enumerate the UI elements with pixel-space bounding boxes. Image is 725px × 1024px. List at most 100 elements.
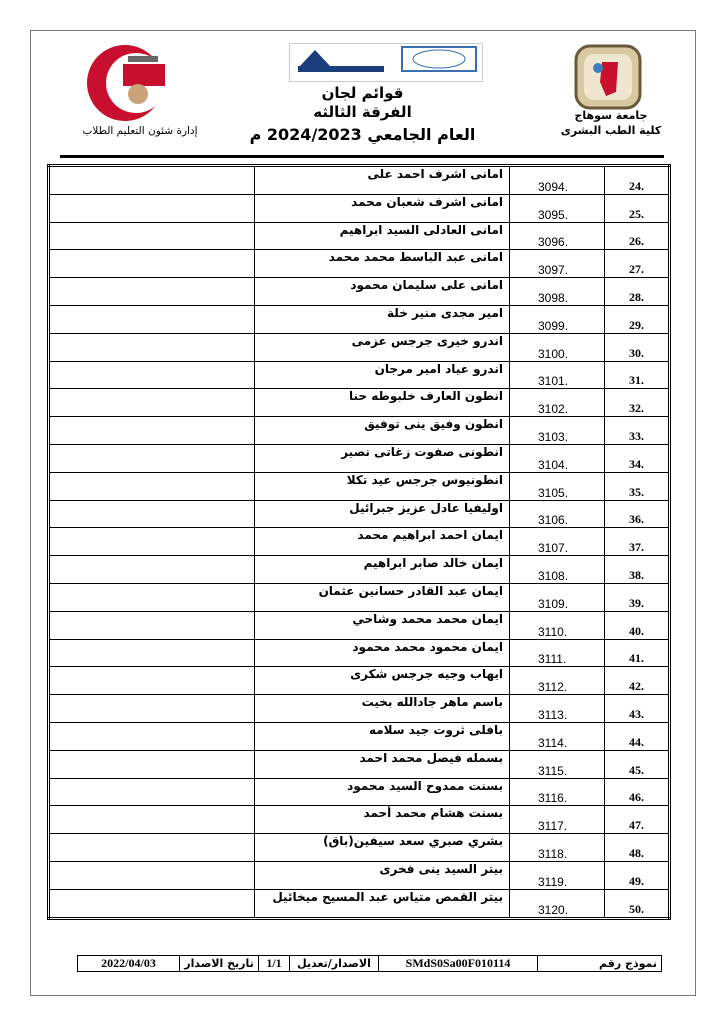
table-row: .48.3118 بشري صبري سعد سيفين(باق) [48,833,670,862]
student-code: .3108 [509,555,605,584]
blank-cell [48,666,255,696]
blank-cell [48,555,255,584]
table-row: .36.3106 اوليفيا عادل عزيز جبرائيل [48,499,670,529]
student-code: .3102 [509,388,605,418]
blank-cell [48,304,255,334]
student-name: اندرو خيرى جرجس عزمى [254,332,510,362]
row-number: .30 [604,332,670,362]
student-name: امانى عبد الباسط محمد محمد [254,249,510,279]
student-code: .3115 [509,749,605,779]
university-name: جامعة سوهاج [574,109,648,122]
table-row: .47.3117 بسنت هشام محمد أحمد [48,805,670,835]
page-border [30,30,696,996]
blank-cell [48,860,255,890]
student-code: .3120 [509,888,605,919]
faculty-name: كلية الطب البشرى [560,124,662,137]
student-name: بشري صبري سعد سيفين(باق) [254,833,510,862]
blank-cell [48,416,255,445]
student-name: ايهاب وجيه جرجس شكرى [254,666,510,696]
row-number: .47 [604,805,670,835]
student-name: انطون العارف خلبوطه حنا [254,388,510,418]
student-name: اندرو عياد امير مرجان [254,360,510,390]
student-code: .3110 [509,610,605,640]
table-row: .49.3119 بيتر السيد ينى فخرى [48,860,670,890]
row-number: .24 [604,165,670,195]
student-code: .3103 [509,416,605,445]
blank-cell [48,499,255,529]
student-name: امانى العادلى السيد ابراهيم [254,221,510,251]
blank-cell [48,193,255,223]
issue-date-label: تاريخ الاصدار [179,955,259,972]
student-name: امانى اشرف شعبان محمد [254,193,510,223]
table-row: .34.3104 انطونى صفوت زغاتى نصير [48,443,670,473]
row-number: .29 [604,304,670,334]
table-row: .41.3111 ايمان محمود محمد محمود [48,638,670,668]
version: 1/1 [258,955,290,972]
table-row: .31.3101 اندرو عياد امير مرجان [48,360,670,390]
row-number: .41 [604,638,670,668]
row-number: .42 [604,666,670,696]
student-name: انطونيوس جرجس عيد تكلا [254,471,510,501]
row-number: .32 [604,388,670,418]
row-number: .45 [604,749,670,779]
student-name: اوليفيا عادل عزيز جبرائيل [254,499,510,529]
blank-cell [48,888,255,919]
row-number: .35 [604,471,670,501]
table-row: .26.3096 امانى العادلى السيد ابراهيم [48,221,670,251]
row-number: .28 [604,277,670,306]
student-name: ايمان محمد محمد وشاحي [254,610,510,640]
blank-cell [48,527,255,557]
student-name: امير مجدى منير خلة [254,304,510,334]
table-row: .27.3097 امانى عبد الباسط محمد محمد [48,249,670,279]
row-number: .44 [604,721,670,751]
student-code: .3094 [509,165,605,195]
blank-cell [48,388,255,418]
blank-cell [48,360,255,390]
student-code: .3109 [509,582,605,612]
student-code: .3105 [509,471,605,501]
student-code: .3106 [509,499,605,529]
academic-year: العام الجامعي 2024/2023 م [249,125,476,144]
year-level: الفرقة الثالثه [313,103,412,121]
row-number: .40 [604,610,670,640]
row-number: .31 [604,360,670,390]
student-name: انطونى صفوت زغاتى نصير [254,443,510,473]
form-number: SMdS0Sa00F010114 [378,955,538,972]
issue-date: 2022/04/03 [77,955,180,972]
table-row: .28.3098 امانى على سليمان محمود [48,277,670,306]
document-title: قوائم لجان [321,84,404,102]
blank-cell [48,721,255,751]
student-name: ايمان احمد ابراهيم محمد [254,527,510,557]
student-code: .3107 [509,527,605,557]
form-label: نموذج رقم [537,955,662,972]
table-row: .35.3105 انطونيوس جرجس عيد تكلا [48,471,670,501]
student-code: .3117 [509,805,605,835]
table-row: .33.3103 انطون وفيق ينى توفيق [48,416,670,445]
student-code: .3118 [509,833,605,862]
sohag-university-logo [574,44,642,110]
row-number: .36 [604,499,670,529]
student-code: .3111 [509,638,605,668]
blank-cell [48,777,255,807]
student-code: .3099 [509,304,605,334]
blank-cell [48,610,255,640]
table-row: .29.3099 امير مجدى منير خلة [48,304,670,334]
student-code: .3112 [509,666,605,696]
student-name: بسنت هشام محمد أحمد [254,805,510,835]
row-number: .27 [604,249,670,279]
student-name: باسم ماهر جادالله بخيت [254,694,510,723]
blank-cell [48,332,255,362]
blank-cell [48,833,255,862]
row-number: .38 [604,555,670,584]
department-name: إدارة شئون التعليم الطلاب [82,125,198,137]
blank-cell [48,471,255,501]
version-label: الاصدار/تعديل [289,955,379,972]
student-code: .3095 [509,193,605,223]
row-number: .37 [604,527,670,557]
row-number: .25 [604,193,670,223]
student-code: .3101 [509,360,605,390]
student-code: .3114 [509,721,605,751]
student-name: بافلى ثروت جيد سلامه [254,721,510,751]
blank-cell [48,277,255,306]
table-row: .25.3095 امانى اشرف شعبان محمد [48,193,670,223]
